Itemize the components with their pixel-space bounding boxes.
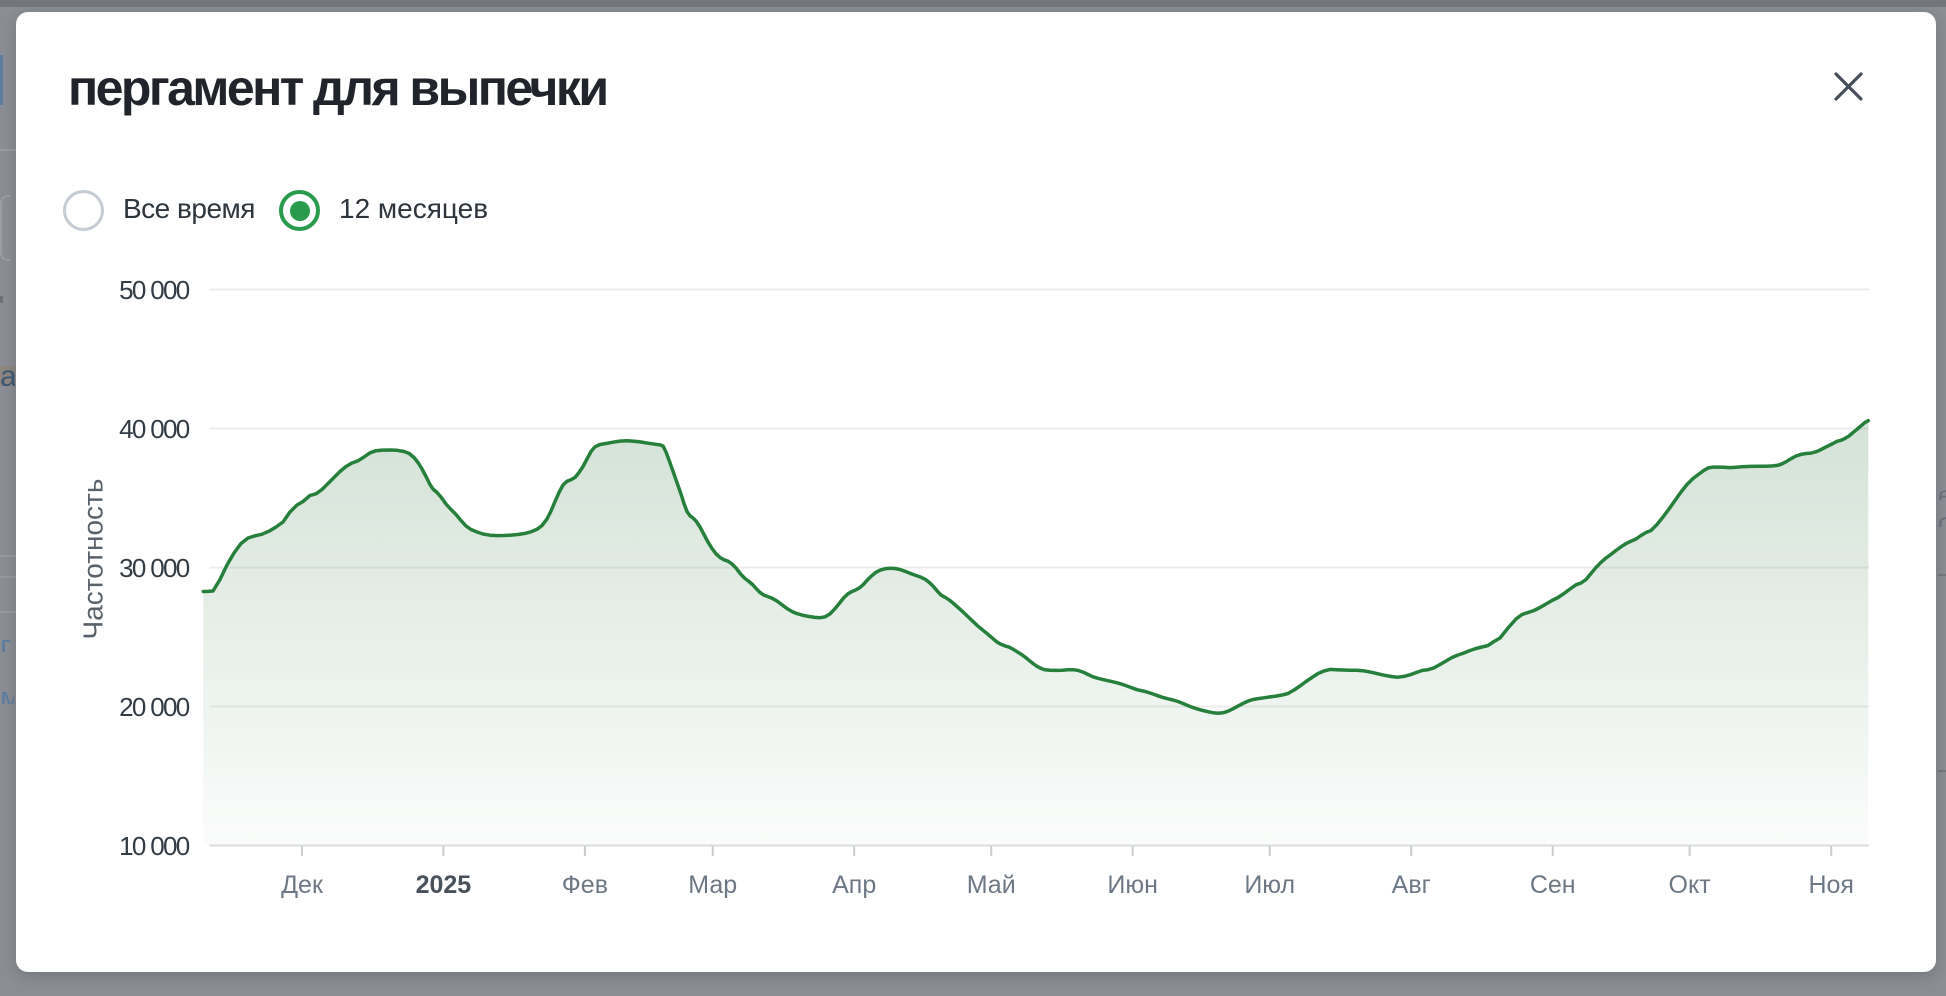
svg-text:10 000: 10 000 [119, 831, 190, 861]
svg-text:Окт: Окт [1669, 871, 1712, 899]
svg-text:Авг: Авг [1392, 871, 1431, 899]
svg-text:Июн: Июн [1107, 871, 1158, 899]
svg-text:30 000: 30 000 [119, 553, 190, 583]
svg-text:2025: 2025 [416, 871, 472, 899]
svg-text:Май: Май [967, 871, 1016, 899]
svg-text:Июл: Июл [1244, 871, 1295, 899]
svg-text:20 000: 20 000 [119, 692, 190, 722]
svg-text:Апр: Апр [832, 871, 876, 899]
svg-text:50 000: 50 000 [119, 275, 190, 305]
svg-text:Сен: Сен [1530, 871, 1576, 899]
svg-text:Мар: Мар [688, 871, 737, 899]
svg-text:Ноя: Ноя [1808, 871, 1854, 899]
svg-text:40 000: 40 000 [119, 414, 190, 444]
svg-text:Дек: Дек [281, 871, 324, 899]
svg-text:Фев: Фев [562, 871, 608, 899]
svg-text:Частотность: Частотность [78, 479, 109, 640]
